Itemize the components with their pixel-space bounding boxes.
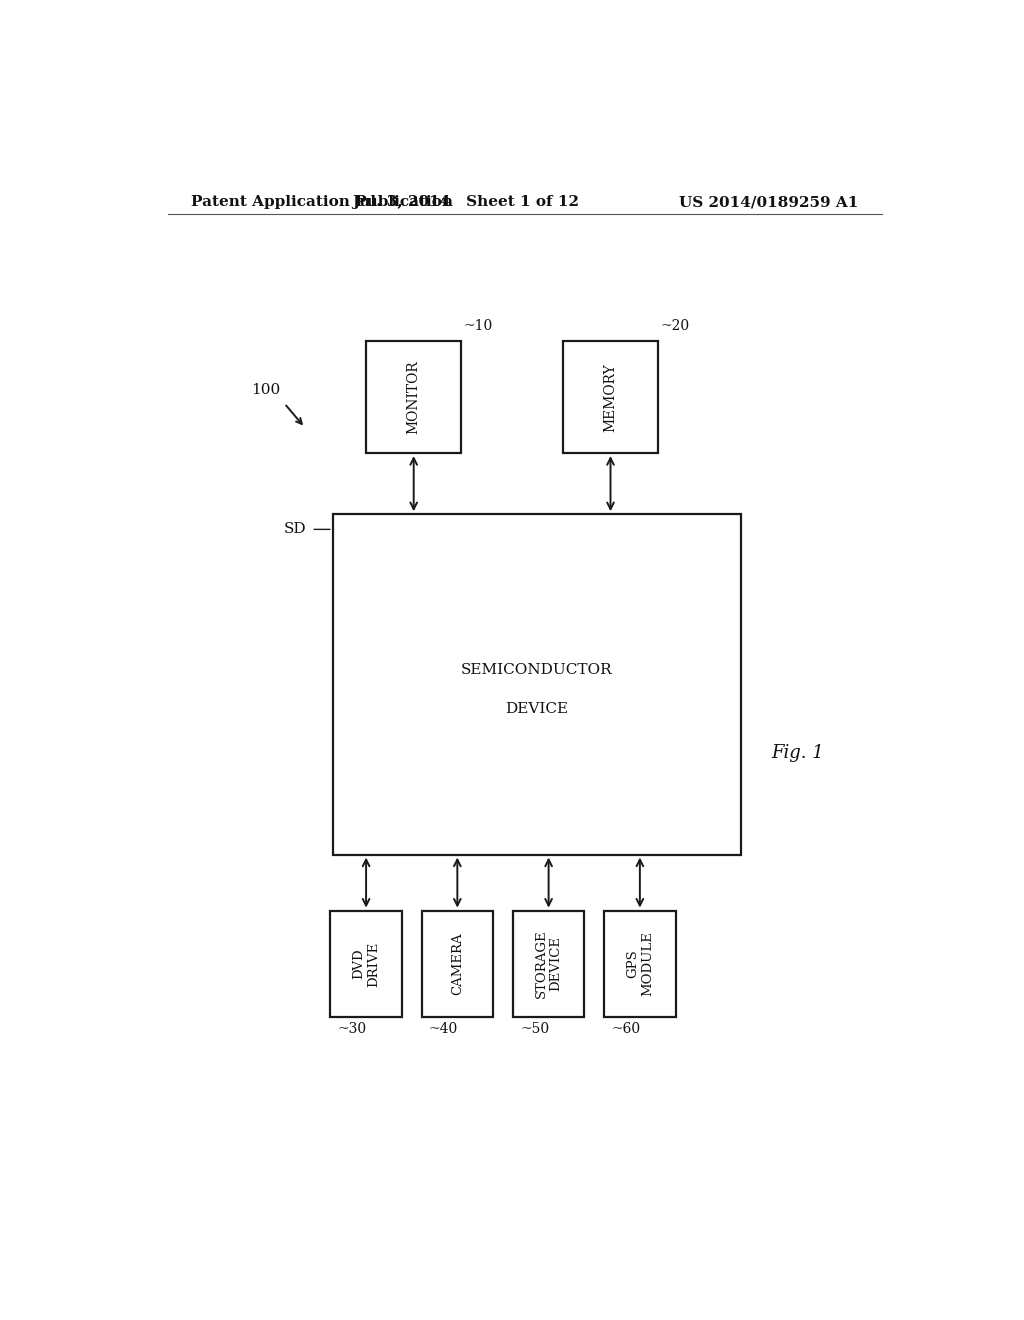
Text: ~40: ~40 xyxy=(429,1022,458,1036)
Text: Patent Application Publication: Patent Application Publication xyxy=(191,195,454,209)
Text: MONITOR: MONITOR xyxy=(407,360,421,434)
Text: DVD
DRIVE: DVD DRIVE xyxy=(352,941,380,986)
Text: GPS
MODULE: GPS MODULE xyxy=(626,932,654,997)
Text: CAMERA: CAMERA xyxy=(451,933,464,995)
Bar xyxy=(513,911,585,1018)
Text: ~60: ~60 xyxy=(611,1022,640,1036)
Text: US 2014/0189259 A1: US 2014/0189259 A1 xyxy=(679,195,858,209)
Text: ~50: ~50 xyxy=(520,1022,549,1036)
Bar xyxy=(367,342,461,453)
Bar xyxy=(331,911,401,1018)
Text: STORAGE
DEVICE: STORAGE DEVICE xyxy=(535,929,562,998)
Text: Fig. 1: Fig. 1 xyxy=(771,744,823,762)
Bar xyxy=(422,911,494,1018)
Text: ~30: ~30 xyxy=(338,1022,367,1036)
Text: SEMICONDUCTOR: SEMICONDUCTOR xyxy=(461,663,612,677)
Text: ~10: ~10 xyxy=(464,319,493,333)
Text: MEMORY: MEMORY xyxy=(603,363,617,432)
Bar xyxy=(333,515,741,854)
Text: ~20: ~20 xyxy=(660,319,689,333)
Text: SD: SD xyxy=(284,523,306,536)
Text: 100: 100 xyxy=(251,383,281,397)
Text: Jul. 3, 2014   Sheet 1 of 12: Jul. 3, 2014 Sheet 1 of 12 xyxy=(352,195,579,209)
Text: DEVICE: DEVICE xyxy=(505,702,568,717)
Bar xyxy=(604,911,676,1018)
Bar xyxy=(563,342,658,453)
